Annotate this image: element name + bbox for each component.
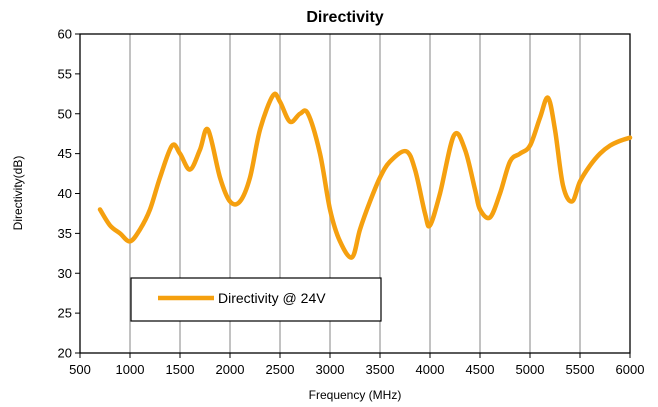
data-point (288, 120, 292, 124)
data-point (206, 128, 210, 132)
data-point (306, 112, 310, 116)
data-point (98, 207, 102, 211)
x-tick-label: 3000 (316, 362, 345, 377)
y-tick-label: 60 (58, 27, 72, 42)
grid-lines (129, 34, 581, 353)
legend-label: Directivity @ 24V (218, 290, 326, 306)
data-point (170, 144, 174, 148)
data-point (553, 128, 557, 132)
data-point (358, 227, 362, 231)
data-point (238, 199, 242, 203)
x-tick-label: 4000 (416, 362, 445, 377)
data-point (518, 152, 522, 156)
data-point (368, 199, 372, 203)
y-tick-label: 50 (58, 106, 72, 121)
data-point (413, 168, 417, 172)
data-point (338, 239, 342, 243)
x-tick-label: 3500 (366, 362, 395, 377)
data-point (578, 180, 582, 184)
data-point (561, 184, 565, 188)
data-point (546, 96, 550, 100)
data-point (404, 149, 408, 153)
y-tick-label: 30 (58, 266, 72, 281)
data-point (428, 223, 432, 227)
data-point (378, 176, 382, 180)
x-tick-label: 2000 (216, 362, 245, 377)
y-tick-label: 20 (58, 346, 72, 361)
data-point (452, 133, 456, 137)
data-point (438, 192, 442, 196)
data-point (128, 239, 132, 243)
data-point (148, 207, 152, 211)
data-point (473, 188, 477, 192)
x-tick-label: 5000 (516, 362, 545, 377)
data-point (318, 152, 322, 156)
data-point (628, 136, 632, 140)
data-point (178, 152, 182, 156)
y-tick-label: 55 (58, 66, 72, 81)
y-tick-label: 40 (58, 186, 72, 201)
x-tick-label: 2500 (266, 362, 295, 377)
data-point (528, 144, 532, 148)
data-point (488, 215, 492, 219)
x-tick-label: 5500 (566, 362, 595, 377)
legend: Directivity @ 24V (130, 277, 382, 322)
data-point (618, 139, 622, 143)
data-point (228, 199, 232, 203)
y-axis: 20 25 30 35 40 45 50 55 60 (58, 27, 80, 361)
data-point (328, 207, 332, 211)
data-point (218, 176, 222, 180)
data-point (138, 227, 142, 231)
data-point (198, 148, 202, 152)
data-point (598, 152, 602, 156)
data-point (298, 112, 302, 116)
data-point (498, 192, 502, 196)
x-axis: 500 1000 1500 2000 2500 3000 3500 4000 4500 5000 5… (69, 353, 644, 377)
x-tick-label: 4500 (466, 362, 495, 377)
y-tick-label: 35 (58, 226, 72, 241)
data-point (478, 207, 482, 211)
data-point (271, 93, 275, 97)
x-tick-label: 1500 (166, 362, 195, 377)
data-point (388, 160, 392, 164)
chart-title: Directivity (306, 9, 383, 26)
data-point (248, 176, 252, 180)
data-point (588, 164, 592, 168)
x-tick-label: 1000 (116, 362, 145, 377)
y-axis-label: Directivity(dB) (11, 156, 25, 231)
data-point (538, 116, 542, 120)
data-point (118, 231, 122, 235)
data-point (423, 211, 427, 215)
data-point (608, 144, 612, 148)
x-tick-label: 500 (69, 362, 91, 377)
y-tick-label: 25 (58, 306, 72, 321)
series-line (97, 91, 633, 260)
data-point (463, 148, 467, 152)
data-point (508, 160, 512, 164)
x-axis-label: Frequency (MHz) (309, 388, 402, 402)
data-point (108, 223, 112, 227)
y-tick-label: 45 (58, 146, 72, 161)
data-point (570, 199, 574, 203)
data-point (188, 168, 192, 172)
data-point (158, 176, 162, 180)
x-tick-label: 6000 (616, 362, 645, 377)
data-point (258, 128, 262, 132)
data-point (350, 255, 354, 259)
data-point (278, 100, 282, 104)
